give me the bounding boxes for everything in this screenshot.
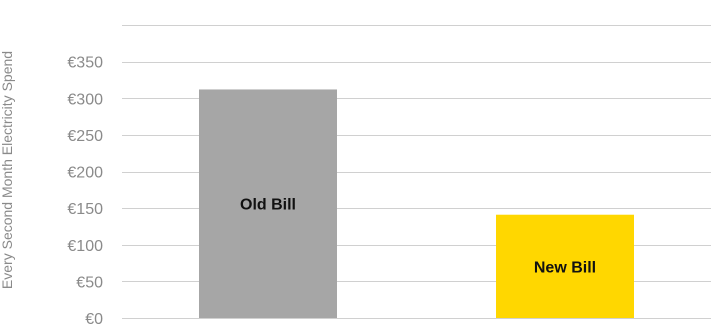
bar-label: Old Bill: [240, 197, 296, 214]
bar-labels: Old Bill New Bill: [240, 197, 596, 277]
bar-old-bill: [199, 89, 337, 319]
bars: [199, 89, 634, 319]
y-tick-label: €250: [67, 128, 103, 145]
bar-label: New Bill: [534, 259, 596, 276]
bar-new-bill: [496, 214, 634, 318]
y-tick-label: €150: [67, 201, 103, 218]
y-axis-label: Every Second Month Electricity Spend: [0, 51, 15, 289]
y-tick-label: €0: [85, 311, 103, 328]
y-tick-label: €200: [67, 165, 103, 182]
y-tick-label: €350: [67, 55, 103, 72]
y-tick-label: €50: [76, 274, 103, 291]
y-axis-ticks: €0 €50 €100 €150 €200 €250 €300 €350: [67, 55, 103, 328]
y-tick-label: €100: [67, 238, 103, 255]
y-tick-label: €300: [67, 91, 103, 108]
